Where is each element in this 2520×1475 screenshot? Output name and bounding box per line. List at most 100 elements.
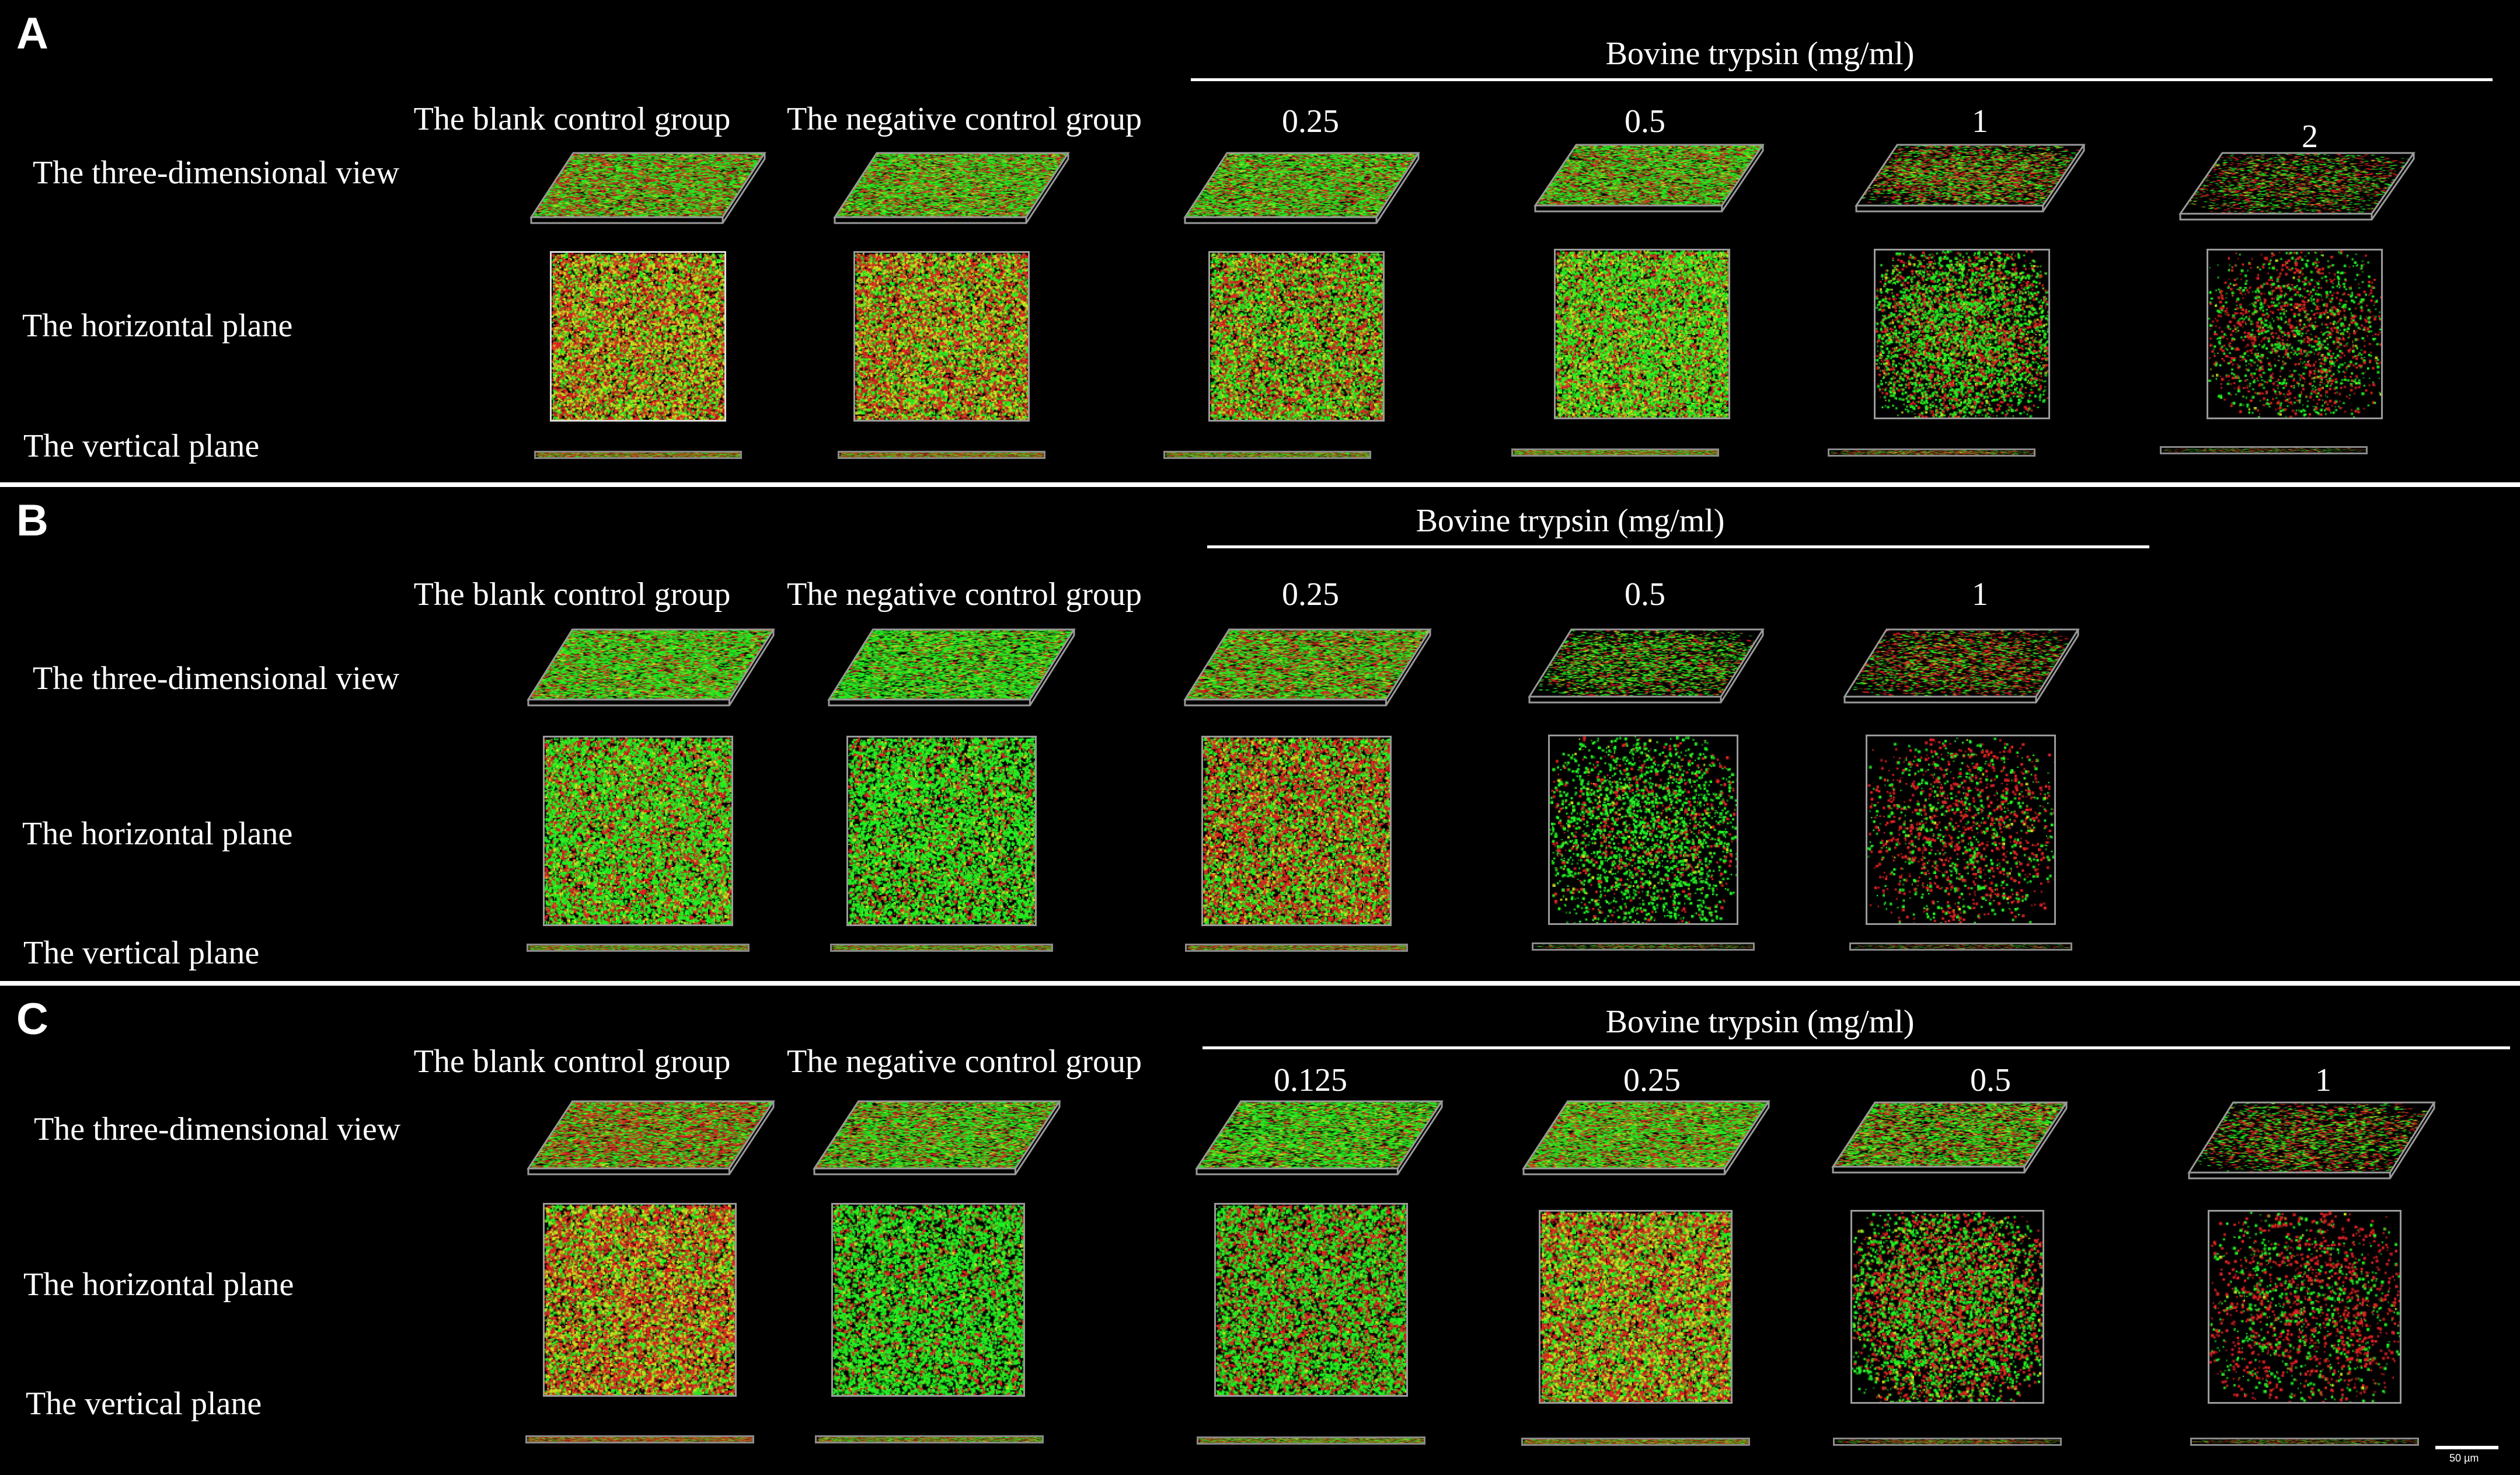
- row-label-vertical: The vertical plane: [26, 1386, 262, 1422]
- biofilm-3d-surface: [1183, 152, 1420, 218]
- row-label-3d: The three-dimensional view: [34, 1111, 401, 1147]
- biofilm-3d-box: [2179, 152, 2416, 221]
- concentration-label: 1: [1972, 576, 1988, 613]
- biofilm-3d-view: [1183, 628, 1432, 708]
- row-label-3d: The three-dimensional view: [33, 155, 400, 191]
- treatment-header: Bovine trypsin (mg/ml): [1605, 36, 1915, 72]
- biofilm-horizontal-plane: [1214, 1203, 1408, 1397]
- header-divider: [1207, 545, 2149, 548]
- biofilm-vertical-plane: [815, 1435, 1044, 1443]
- biofilm-3d-box: [1533, 144, 1765, 213]
- biofilm-horizontal-plane: [1548, 735, 1738, 925]
- treatment-header: Bovine trypsin (mg/ml): [1605, 1004, 1915, 1040]
- biofilm-vertical-plane: [1828, 448, 2035, 457]
- concentration-label: 0.5: [1625, 103, 1665, 140]
- biofilm-horizontal-plane: [1850, 1210, 2044, 1404]
- concentration-label: 0.125: [1274, 1062, 1347, 1098]
- biofilm-vertical-plane: [1197, 1436, 1425, 1445]
- biofilm-vertical-plane: [838, 451, 1045, 459]
- biofilm-horizontal-plane: [2207, 249, 2383, 419]
- concentration-label: 0.25: [1282, 103, 1339, 140]
- biofilm-3d-view: [1528, 628, 1765, 705]
- biofilm-vertical-plane: [527, 944, 750, 952]
- biofilm-3d-surface: [1183, 628, 1432, 701]
- biofilm-horizontal-plane: [853, 251, 1030, 422]
- concentration-label: 1: [2315, 1062, 2331, 1098]
- biofilm-horizontal-plane: [1554, 249, 1730, 419]
- biofilm-3d-surface: [833, 152, 1070, 218]
- biofilm-horizontal-plane: [1874, 249, 2050, 419]
- row-label-3d: The three-dimensional view: [33, 660, 400, 697]
- biofilm-3d-box: [1855, 144, 2086, 213]
- biofilm-horizontal-plane: [543, 1203, 737, 1397]
- biofilm-3d-surface: [1855, 144, 2086, 207]
- biofilm-3d-surface: [1533, 144, 1765, 207]
- biofilm-3d-view: [1522, 1100, 1770, 1177]
- treatment-header: Bovine trypsin (mg/ml): [1416, 503, 1725, 539]
- biofilm-3d-box: [1183, 628, 1432, 707]
- biofilm-3d-surface: [1843, 628, 2080, 698]
- biofilm-3d-view: [2179, 152, 2416, 222]
- biofilm-3d-surface: [1522, 1100, 1770, 1170]
- concentration-label: 0.5: [1625, 576, 1665, 613]
- panel-letter: B: [16, 496, 48, 545]
- header-divider: [1203, 1046, 2510, 1049]
- biofilm-horizontal-plane: [1208, 251, 1385, 422]
- row-label-horizontal: The horizontal plane: [22, 308, 293, 344]
- row-label-horizontal: The horizontal plane: [22, 816, 293, 852]
- biofilm-horizontal-plane: [550, 251, 726, 422]
- biofilm-3d-view: [529, 152, 766, 225]
- biofilm-3d-box: [1843, 628, 2080, 704]
- row-label-horizontal: The horizontal plane: [23, 1267, 294, 1303]
- biofilm-3d-view: [1195, 1100, 1444, 1177]
- biofilm-3d-surface: [527, 1100, 775, 1170]
- biofilm-horizontal-plane: [543, 736, 733, 926]
- concentration-label: 1: [1972, 103, 1988, 140]
- biofilm-horizontal-plane: [831, 1203, 1025, 1397]
- biofilm-3d-view: [813, 1100, 1061, 1177]
- biofilm-vertical-plane: [1849, 942, 2072, 951]
- biofilm-3d-view: [2187, 1101, 2436, 1181]
- column-label-blank: The blank control group: [413, 1043, 731, 1080]
- biofilm-vertical-plane: [2190, 1438, 2419, 1446]
- biofilm-vertical-plane: [1521, 1438, 1750, 1446]
- biofilm-horizontal-plane: [1866, 735, 2056, 925]
- biofilm-3d-surface: [2179, 152, 2416, 215]
- biofilm-3d-box: [1195, 1100, 1444, 1175]
- biofilm-3d-view: [1855, 144, 2086, 214]
- biofilm-3d-view: [1533, 144, 1765, 214]
- biofilm-3d-box: [527, 1100, 775, 1175]
- concentration-label: 0.5: [1970, 1062, 2011, 1098]
- biofilm-3d-surface: [1831, 1101, 2068, 1168]
- panel-b: B Bovine trypsin (mg/ml) The blank contr…: [0, 487, 2520, 981]
- biofilm-vertical-plane: [1163, 451, 1371, 459]
- concentration-label: 2: [2302, 119, 2318, 155]
- header-divider: [1191, 78, 2493, 81]
- biofilm-vertical-plane: [2160, 446, 2368, 454]
- biofilm-3d-view: [1183, 152, 1420, 225]
- scale-bar-label: 50 µm: [2449, 1452, 2479, 1464]
- biofilm-3d-surface: [527, 628, 775, 701]
- biofilm-3d-surface: [2187, 1101, 2436, 1174]
- biofilm-horizontal-plane: [1539, 1210, 1733, 1404]
- biofilm-vertical-plane: [1511, 448, 1719, 457]
- column-label-negative: The negative control group: [786, 576, 1142, 613]
- column-label-blank: The blank control group: [413, 576, 731, 613]
- biofilm-3d-box: [833, 152, 1070, 224]
- column-label-blank: The blank control group: [413, 101, 731, 137]
- row-label-vertical: The vertical plane: [23, 428, 260, 464]
- biofilm-3d-box: [827, 628, 1076, 707]
- biofilm-3d-surface: [529, 152, 766, 218]
- column-label-negative: The negative control group: [786, 101, 1142, 137]
- biofilm-3d-view: [827, 628, 1076, 708]
- biofilm-3d-surface: [1528, 628, 1765, 698]
- biofilm-horizontal-plane: [1201, 736, 1392, 926]
- biofilm-3d-view: [527, 1100, 775, 1177]
- concentration-label: 0.25: [1623, 1062, 1681, 1098]
- biofilm-3d-surface: [827, 628, 1076, 701]
- panel-a: A Bovine trypsin (mg/ml) The blank contr…: [0, 0, 2520, 482]
- biofilm-3d-view: [527, 628, 775, 708]
- biofilm-3d-view: [833, 152, 1070, 225]
- biofilm-3d-box: [1183, 152, 1420, 224]
- biofilm-3d-box: [1528, 628, 1765, 704]
